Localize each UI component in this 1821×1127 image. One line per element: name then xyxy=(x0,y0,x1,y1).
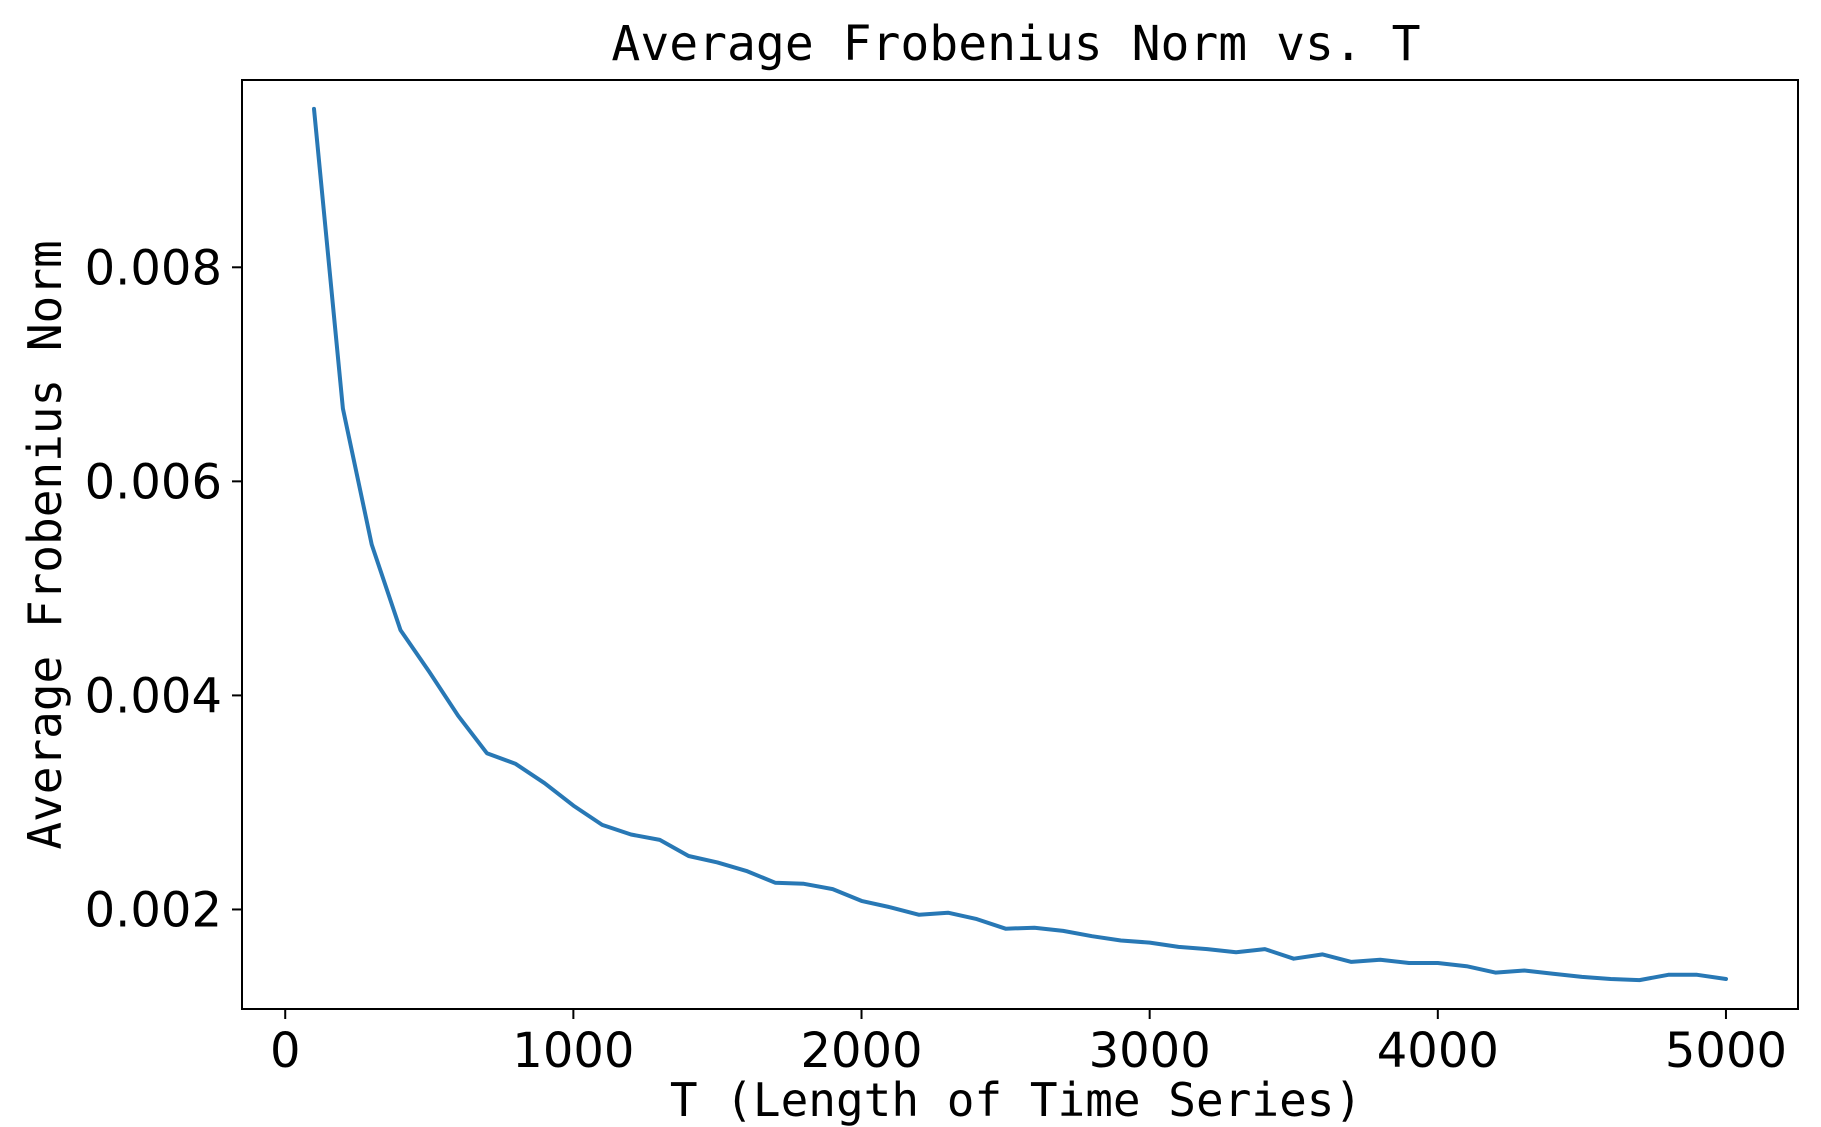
x-axis: 0 1000 2000 3000 4000 5000 xyxy=(270,1009,1787,1079)
y-axis-label: Average Frobenius Norm xyxy=(18,240,72,849)
x-tick-label: 4000 xyxy=(1377,1023,1499,1079)
plot-frame xyxy=(241,79,1799,1010)
y-tick-label: 0.002 xyxy=(85,882,222,938)
y-tick-label: 0.004 xyxy=(85,668,222,724)
x-axis-label: T (Length of Time Series) xyxy=(670,1073,1362,1127)
x-tick-label: 3000 xyxy=(1089,1023,1211,1079)
chart-title: Average Frobenius Norm vs. T xyxy=(611,16,1420,72)
x-tick-label: 1000 xyxy=(512,1023,634,1079)
y-tick-label: 0.008 xyxy=(85,240,222,296)
y-tick-label: 0.006 xyxy=(85,454,222,510)
x-tick-label: 2000 xyxy=(800,1023,922,1079)
y-axis: 0.002 0.004 0.006 0.008 xyxy=(85,240,242,938)
series-line xyxy=(312,106,1728,983)
x-tick-label: 5000 xyxy=(1665,1023,1787,1079)
x-tick-label: 0 xyxy=(270,1023,301,1079)
